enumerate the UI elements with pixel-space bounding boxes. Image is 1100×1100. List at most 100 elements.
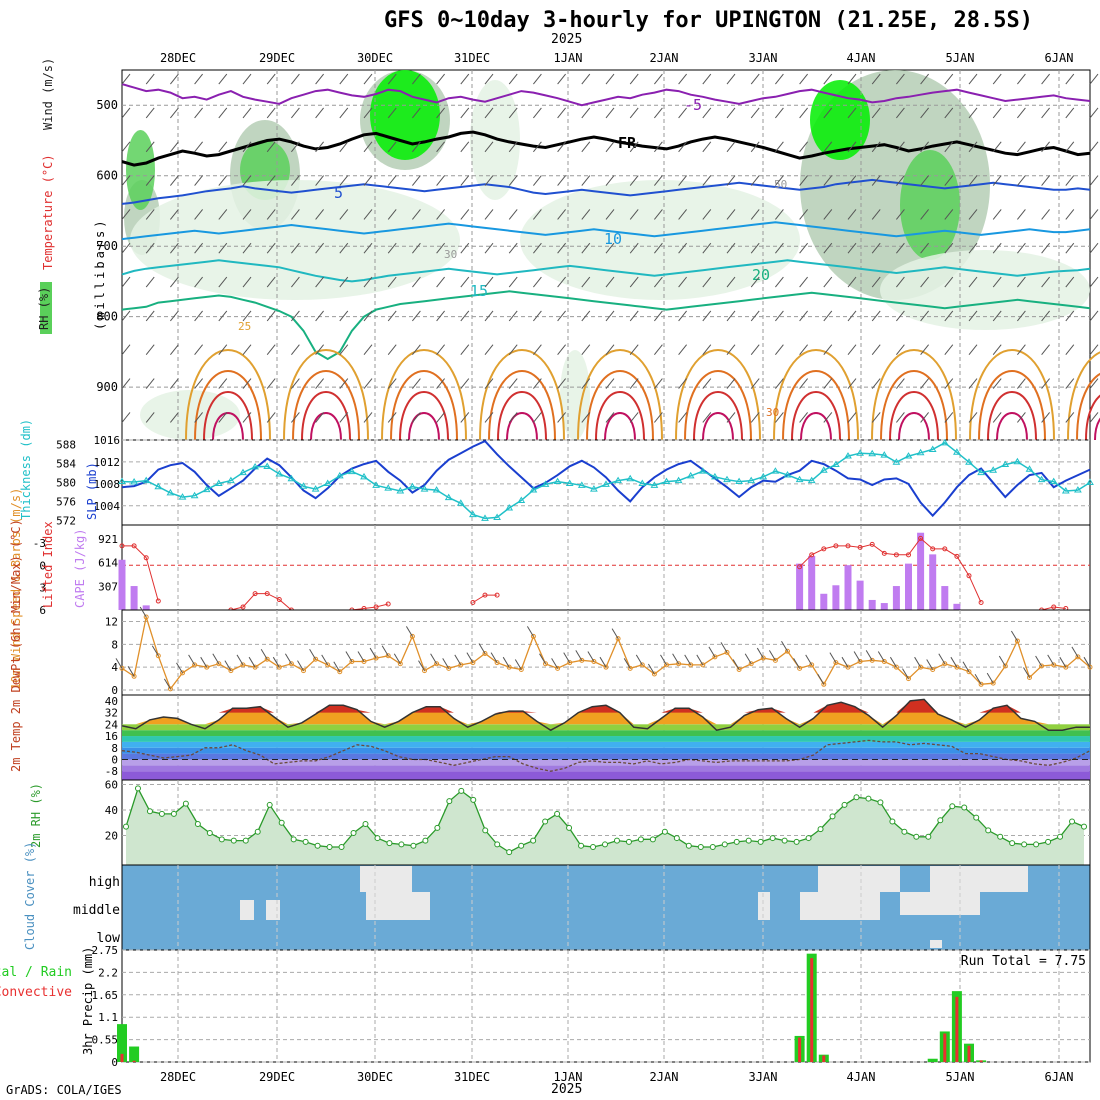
rh-point: [434, 824, 441, 831]
wind-barb: [1041, 344, 1050, 356]
wind-barb: [145, 242, 155, 254]
wind-barb-10m: [877, 651, 885, 662]
wind-barb: [920, 412, 929, 423]
rh-point: [350, 829, 357, 836]
wind-speed-point: [1014, 638, 1020, 644]
thickness-tick-3: 584: [56, 458, 76, 471]
precip-tick-1: 0.55: [92, 1034, 119, 1047]
wind-speed-point: [615, 636, 621, 642]
wind-barb-10m: [950, 656, 958, 668]
wind-barb-10m: [623, 658, 631, 669]
wind-barb: [218, 242, 228, 254]
wind-barb: [339, 276, 349, 288]
wind-barb: [823, 175, 833, 186]
wind-barb: [436, 276, 445, 288]
wind-barb: [702, 412, 712, 423]
wind-barb: [484, 209, 494, 220]
thickness-point: [602, 480, 610, 487]
wind-barb: [1065, 378, 1075, 389]
wind-speed-point: [591, 658, 597, 664]
wind-barb-10m: [1059, 656, 1067, 668]
wind-barb: [847, 378, 857, 389]
wind-barb: [170, 209, 179, 220]
wind-speed-point: [349, 658, 355, 664]
wind-barb: [871, 378, 881, 389]
thickness-point: [928, 445, 937, 452]
wind-barb-10m: [829, 652, 837, 663]
wind-barb-10m: [248, 656, 256, 668]
rh-point: [1021, 841, 1028, 848]
thickness-point: [202, 485, 211, 493]
temp-tick-4: 24: [105, 718, 119, 731]
thickness-point: [541, 480, 550, 487]
pressure-tick-0: 500: [96, 98, 118, 112]
wind-barb: [1065, 73, 1075, 85]
thickness-point: [698, 467, 707, 474]
wind-speed-point: [288, 661, 294, 667]
wind-speed-point: [918, 664, 924, 670]
thickness-point: [553, 477, 562, 485]
wind-barb: [121, 412, 131, 423]
wind-barb: [412, 412, 421, 423]
warm-contour-4-0: [577, 349, 663, 441]
rh-point: [673, 835, 680, 842]
thickness-point: [505, 504, 514, 511]
wind-barb: [194, 276, 203, 288]
warm-contour-7-0: [871, 349, 957, 441]
wind-barb-10m: [369, 647, 377, 659]
wind-barb-10m: [309, 648, 317, 660]
thickness-point: [372, 481, 380, 488]
wind-barb: [968, 242, 978, 254]
wind-speed-point: [833, 660, 839, 666]
wind-barb: [1065, 209, 1075, 220]
wind-speed-point: [688, 662, 694, 668]
date-tick-top-0: 28DEC: [160, 51, 196, 65]
wind-barb: [436, 344, 445, 356]
wind-barb-10m: [297, 660, 304, 671]
wind-barb: [1089, 175, 1099, 186]
wind-barb: [1041, 276, 1050, 288]
wind-barb: [436, 175, 445, 186]
wind-barb: [533, 107, 542, 119]
wind-speed-point: [760, 655, 766, 661]
wind-barb: [533, 141, 542, 153]
thickness-point: [142, 476, 151, 484]
wind-barb: [291, 175, 300, 186]
wind-barb: [968, 107, 978, 119]
wind-barb: [1017, 344, 1026, 356]
wind-barb: [896, 175, 905, 186]
wind-barb: [847, 242, 857, 254]
wind-barb: [896, 378, 905, 389]
thickness-point: [759, 472, 768, 480]
cape-tick-2: 921: [98, 533, 118, 546]
wind-barb: [266, 412, 276, 423]
warm-contour-9-0: [1067, 351, 1100, 441]
thickness-point: [844, 452, 852, 459]
wind-barb: [823, 412, 833, 423]
lifted-index-line: [472, 594, 498, 603]
precip-total-bar: [117, 1024, 127, 1062]
rh-point: [146, 808, 153, 815]
rh-point: [134, 785, 141, 792]
wind-barb: [121, 378, 131, 389]
wind-speed-point: [627, 665, 633, 671]
pressure-tick-3: 800: [96, 310, 118, 324]
rh-point: [1057, 833, 1064, 840]
wind-barb: [218, 141, 228, 153]
wind-barb: [145, 107, 155, 119]
wind-speed-point: [216, 661, 222, 667]
wind-barb: [944, 175, 954, 186]
thickness-point: [832, 460, 840, 468]
wind-barb: [460, 175, 470, 186]
wind-barb: [242, 73, 252, 85]
wind-barb: [605, 175, 615, 186]
rh-point: [158, 810, 165, 817]
thickness-point: [904, 452, 913, 459]
wind-barb: [1065, 242, 1075, 254]
wind-barb: [629, 73, 639, 85]
wind-speed-line: [121, 616, 1091, 691]
wind-barb: [436, 242, 445, 254]
wind-speed-point: [434, 661, 440, 667]
rh-shade-5: [370, 70, 440, 160]
